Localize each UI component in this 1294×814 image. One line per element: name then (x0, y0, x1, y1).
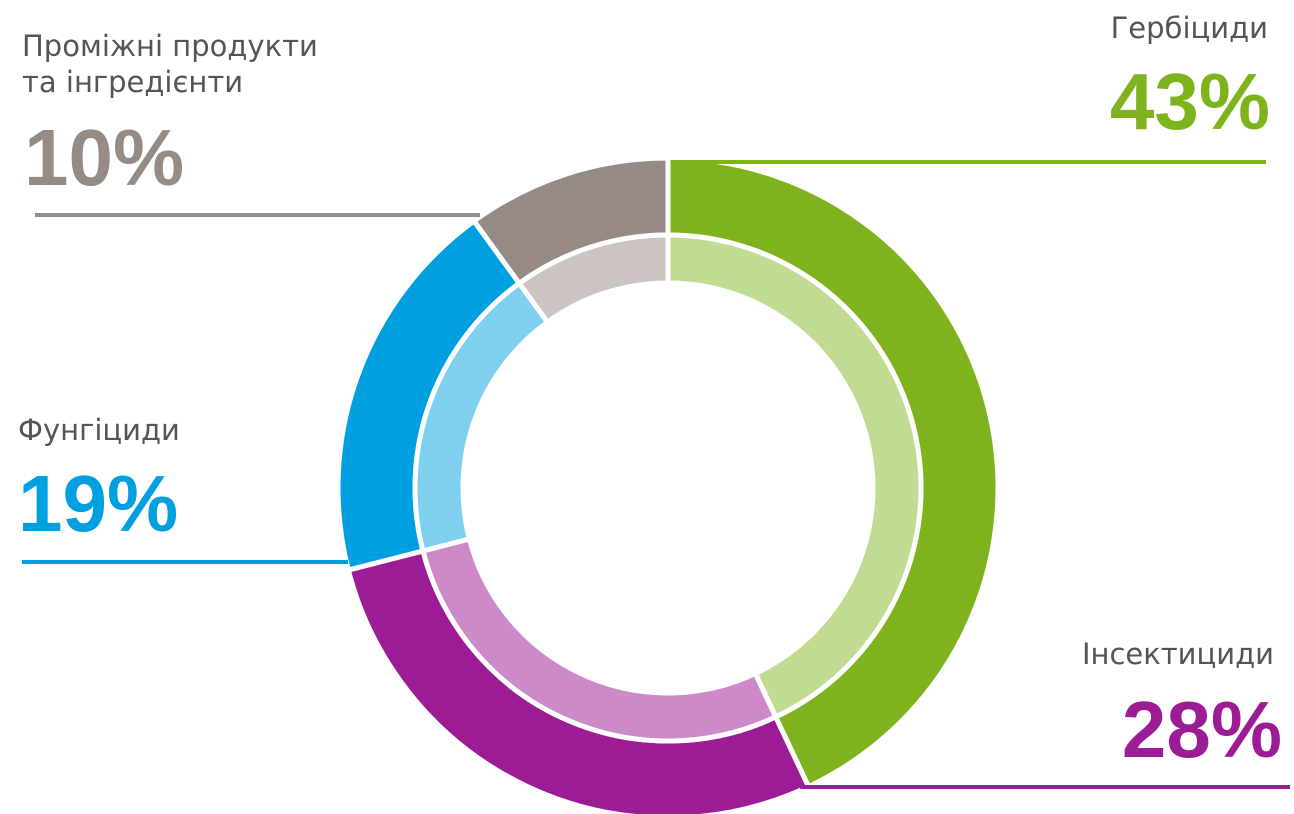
segment-pct: 10% (24, 113, 185, 202)
segment-name: Проміжні продукти та інгредієнти (22, 29, 318, 99)
segment-pct: 19% (18, 459, 179, 548)
donut-inner-segment (665, 232, 924, 721)
donut-inner-segment (515, 232, 671, 326)
segment-name: Фунгіциди (18, 413, 180, 447)
segment-pct: 43% (1109, 57, 1270, 146)
segment-pct: 28% (1121, 685, 1282, 774)
segment-name: Інсектициди (1081, 637, 1274, 671)
segment-name: Гербіциди (1110, 11, 1268, 45)
